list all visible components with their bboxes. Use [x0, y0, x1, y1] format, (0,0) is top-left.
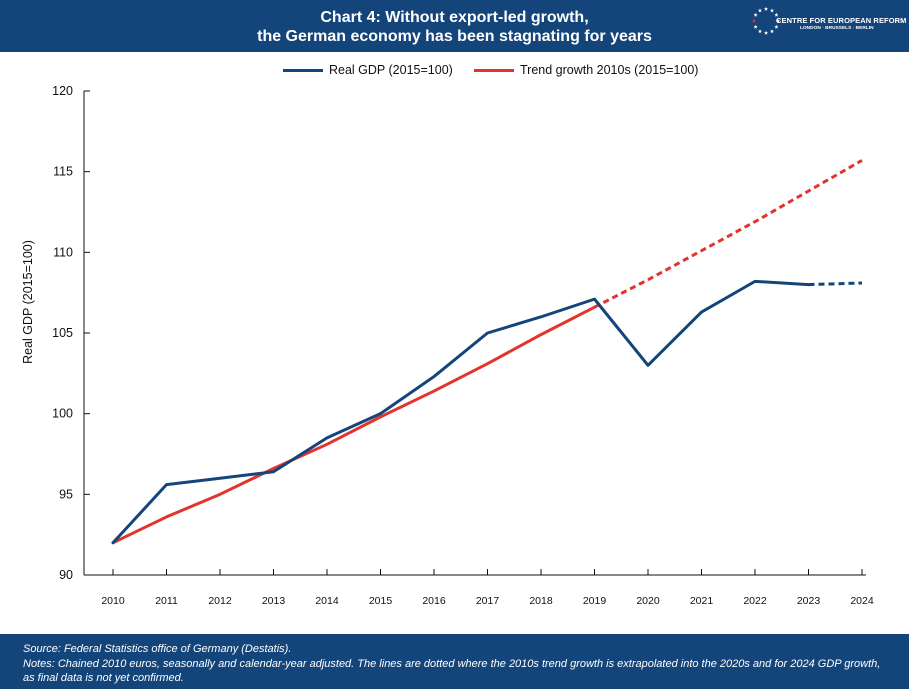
logo-cities: LONDON • BRUSSELS • BERLIN	[800, 26, 874, 31]
logo-star-icon	[774, 24, 779, 29]
logo-star-icon	[753, 24, 758, 29]
legend-swatch-gdp	[283, 68, 323, 72]
y-tick-label: 115	[53, 165, 73, 179]
x-tick-label: 2018	[529, 595, 553, 607]
logo-star-icon	[763, 6, 769, 11]
x-tick-label: 2020	[636, 595, 660, 607]
y-tick-label: 110	[53, 245, 73, 259]
x-tick-label: 2019	[583, 595, 607, 607]
y-tick-label: 100	[52, 407, 73, 421]
x-tick-label: 2017	[476, 595, 500, 607]
y-tick-label: 120	[52, 84, 73, 98]
series-trend-dashed-line	[593, 159, 863, 309]
logo-star-icon	[769, 8, 775, 13]
line-chart: 90 95 100 105 110 115 120 2010 2011 2012 2013 2014 2…	[21, 84, 874, 607]
y-tick-label: 90	[59, 568, 73, 582]
logo-star-icon	[757, 29, 763, 34]
logo-city-berlin: BERLIN	[855, 26, 874, 31]
logo-city-london: LONDON	[800, 26, 821, 31]
logo-star-icon	[753, 12, 758, 17]
x-tick-label: 2016	[422, 595, 446, 607]
chart-header: Chart 4: Without export-led growth, the …	[0, 0, 909, 52]
y-tick-label: 95	[59, 487, 73, 501]
x-tick-label: 2013	[262, 595, 286, 607]
source-note: Source: Federal Statistics office of Ger…	[23, 643, 292, 655]
logo-star-icon	[774, 12, 779, 17]
logo-city-brussels: BRUSSELS	[825, 26, 852, 31]
notes-line-1: Notes: Chained 2010 euros, seasonally an…	[23, 658, 881, 670]
chart-title-line-2: the German economy has been stagnating f…	[257, 28, 652, 45]
x-tick-label: 2022	[743, 595, 767, 607]
legend-item-trend: Trend growth 2010s (2015=100)	[474, 63, 698, 77]
cer-logo: CENTRE FOR EUROPEAN REFORM LONDON • BRUS…	[752, 4, 906, 48]
y-axis-label: Real GDP (2015=100)	[21, 240, 35, 364]
legend-swatch-trend	[474, 68, 514, 72]
logo-star-icon	[752, 18, 757, 23]
x-tick-label: 2014	[315, 595, 339, 607]
y-tick-label: 105	[52, 326, 73, 340]
chart-title-line-1: Chart 4: Without export-led growth,	[320, 9, 589, 26]
x-tick-label: 2011	[155, 595, 178, 607]
legend-label-trend: Trend growth 2010s (2015=100)	[520, 63, 699, 77]
logo-star-icon	[757, 8, 763, 13]
x-tick-label: 2015	[369, 595, 393, 607]
x-tick-label: 2010	[101, 595, 125, 607]
logo-star-icon	[763, 30, 769, 35]
chart-legend: Real GDP (2015=100) Trend growth 2010s (…	[0, 63, 909, 81]
x-tick-label: 2024	[850, 595, 874, 607]
logo-star-icon	[769, 29, 775, 34]
chart-footer: Source: Federal Statistics office of Ger…	[0, 634, 909, 689]
logo-star-icon	[775, 18, 781, 23]
series-trend-solid-line	[111, 305, 596, 545]
x-tick-label: 2023	[797, 595, 821, 607]
notes-line-2: as final data is not yet confirmed.	[23, 672, 184, 684]
x-tick-label: 2021	[690, 595, 714, 607]
legend-item-gdp: Real GDP (2015=100)	[283, 63, 453, 77]
legend-label-gdp: Real GDP (2015=100)	[329, 63, 453, 77]
logo-name: CENTRE FOR EUROPEAN REFORM	[776, 16, 907, 25]
series-gdp-dashed-line	[808, 281, 863, 287]
series-gdp-solid-line	[111, 279, 810, 545]
eu-stars-logo-icon	[752, 6, 781, 35]
chart-title: Chart 4: Without export-led growth, the …	[0, 8, 909, 46]
x-tick-label: 2012	[208, 595, 232, 607]
